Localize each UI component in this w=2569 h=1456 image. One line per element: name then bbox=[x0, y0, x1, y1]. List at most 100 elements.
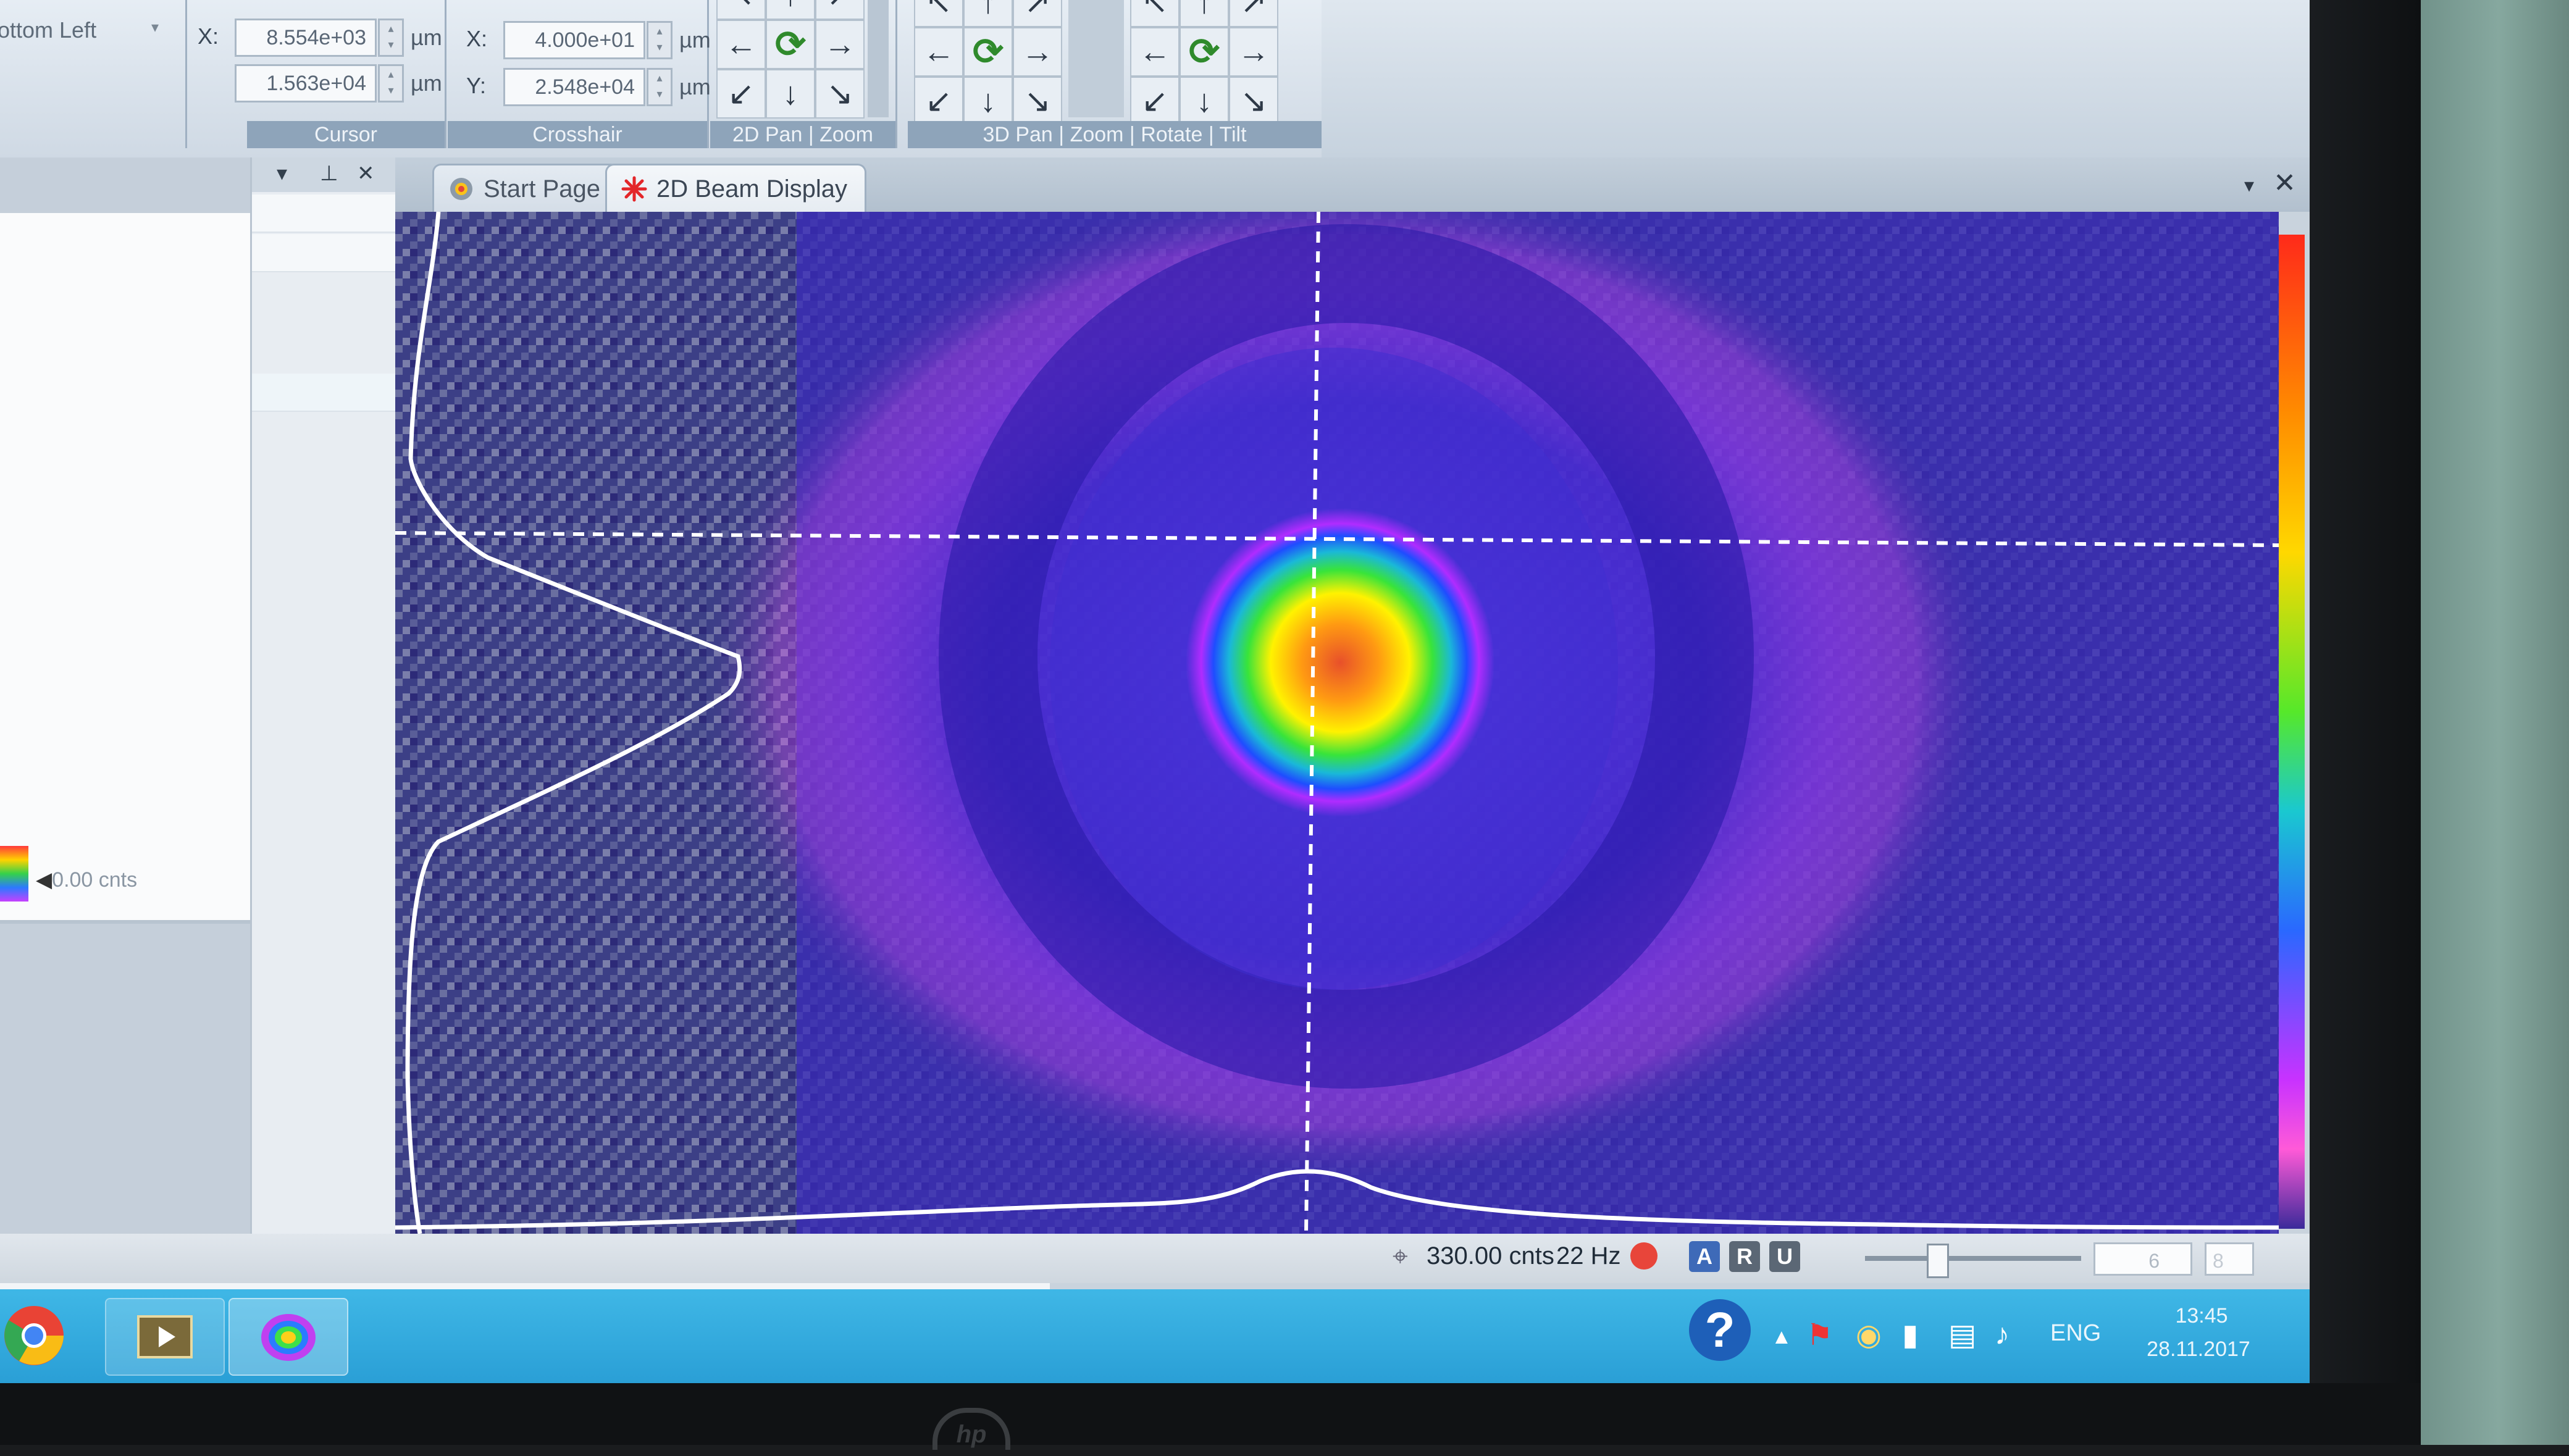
record-icon[interactable] bbox=[1630, 1242, 1657, 1270]
auto-button[interactable]: A bbox=[1689, 1241, 1720, 1272]
progress-strip bbox=[0, 1283, 1050, 1289]
zoom-3d-slider[interactable] bbox=[1068, 0, 1124, 117]
chrome-tray-icon[interactable]: ◉ bbox=[1856, 1319, 1882, 1352]
crosshair-group: X: 4.000e+01 ▴ ▾ µm Y: 2.548e+04 ▴ ▾ µm Cr… bbox=[448, 0, 711, 148]
pan-up-left-button[interactable]: ↖ bbox=[716, 0, 766, 20]
rotate-reset-button[interactable]: ⟳ bbox=[1180, 27, 1229, 77]
cursor-x-spinner[interactable]: ▴ ▾ bbox=[378, 19, 404, 57]
status-counts: 330.00 cnts bbox=[1427, 1242, 1554, 1270]
pan-down-left-button[interactable]: ↙ bbox=[716, 69, 766, 119]
pan3d-left-button[interactable]: ← bbox=[914, 27, 963, 77]
chevron-down-icon[interactable]: ▾ bbox=[151, 19, 159, 36]
document-tabbar: Start Page 2D Beam Display ▾ ✕ bbox=[395, 157, 2310, 212]
media-player-taskbar-button[interactable] bbox=[105, 1298, 225, 1376]
crosshair-x-unit: µm bbox=[679, 27, 711, 52]
crosshair-x-field[interactable]: 4.000e+01 bbox=[503, 21, 645, 59]
chrome-icon bbox=[4, 1306, 64, 1365]
action-center-flag-icon[interactable]: ⚑ bbox=[1806, 1319, 1834, 1352]
crosshair-y-row: Y: 2.548e+04 ▴ ▾ µm bbox=[466, 68, 711, 106]
cursor-x-unit: µm bbox=[411, 25, 442, 50]
u-button[interactable]: U bbox=[1769, 1241, 1800, 1272]
position-group: ottom Left ▾ bbox=[0, 0, 187, 148]
slider-value-field[interactable]: 6 bbox=[2093, 1242, 2192, 1276]
pan3d-up-left-button[interactable]: ↖ bbox=[914, 0, 963, 27]
chevron-down-icon[interactable]: ▾ bbox=[2244, 174, 2254, 196]
rotate-right-button[interactable]: → bbox=[1229, 27, 1278, 77]
status-bar: ⌖ 330.00 cnts 22 Hz A R U 6 8 bbox=[0, 1234, 2310, 1283]
pan3d-up-right-button[interactable]: ↗ bbox=[1013, 0, 1062, 27]
crosshair-x-row: X: 4.000e+01 ▴ ▾ µm bbox=[466, 21, 711, 59]
crosshair-vertical[interactable] bbox=[1304, 212, 1320, 1234]
cursor-x-field[interactable]: 8.554e+03 bbox=[235, 19, 377, 57]
rotate-left-button[interactable]: ← bbox=[1130, 27, 1180, 77]
chrome-taskbar-button[interactable] bbox=[0, 1298, 117, 1373]
pan-right-button[interactable]: → bbox=[815, 20, 865, 69]
r-button[interactable]: R bbox=[1729, 1241, 1760, 1272]
pan-down-right-button[interactable]: ↘ bbox=[815, 69, 865, 119]
list-item[interactable] bbox=[252, 374, 397, 412]
left-panel: 0.00 cnts ▾ ⊥ ✕ bbox=[0, 157, 397, 1244]
list-item[interactable] bbox=[252, 234, 397, 272]
subpanel-header: ▾ ⊥ ✕ bbox=[252, 157, 397, 192]
ribbon-empty-area bbox=[1322, 0, 2310, 157]
language-indicator[interactable]: ENG bbox=[2050, 1320, 2102, 1346]
pin-icon[interactable]: ⊥ bbox=[320, 162, 338, 185]
help-icon[interactable]: ? bbox=[1689, 1299, 1751, 1361]
beam-image bbox=[395, 212, 2279, 1234]
crosshair-x-spinner[interactable]: ▴ ▾ bbox=[647, 21, 673, 59]
cursor-y-spinner[interactable]: ▴ ▾ bbox=[378, 64, 404, 103]
tab-start-page[interactable]: Start Page bbox=[432, 164, 620, 212]
hp-logo: hp bbox=[932, 1408, 1010, 1450]
rotate-down-right-button[interactable]: ↘ bbox=[1229, 77, 1278, 126]
pan-up-right-button[interactable]: ↗ bbox=[815, 0, 865, 20]
pan3d-down-button[interactable]: ↓ bbox=[963, 77, 1013, 126]
pan-left-button[interactable]: ← bbox=[716, 20, 766, 69]
pan3d-up-button[interactable]: ↑ bbox=[963, 0, 1013, 27]
pan3d-reset-button[interactable]: ⟳ bbox=[963, 27, 1013, 77]
beam-profiler-taskbar-button[interactable] bbox=[228, 1298, 348, 1376]
reset-view-button[interactable]: ⟳ bbox=[766, 20, 815, 69]
pan3d-down-right-button[interactable]: ↘ bbox=[1013, 77, 1062, 126]
pan-up-button[interactable]: ↑ bbox=[766, 0, 815, 20]
slider-max-field[interactable]: 8 bbox=[2205, 1242, 2254, 1276]
cursor-group-label: Cursor bbox=[247, 121, 445, 148]
volume-icon[interactable]: ♪ bbox=[1995, 1318, 2010, 1351]
crosshair-horizontal[interactable] bbox=[395, 531, 2279, 547]
rotate-up-left-button[interactable]: ↖ bbox=[1130, 0, 1180, 27]
pan-2d-group: ↖ ↑ ↗ ← ⟳ → ↙ ↓ ↘ 2D Pan | Zoom bbox=[710, 0, 897, 148]
list-item[interactable] bbox=[252, 195, 397, 233]
crosshair-y-field[interactable]: 2.548e+04 bbox=[503, 68, 645, 106]
network-icon[interactable]: ▤ bbox=[1948, 1319, 1977, 1352]
beam-display[interactable] bbox=[395, 212, 2279, 1234]
rotate-up-right-button[interactable]: ↗ bbox=[1229, 0, 1278, 27]
clock-time[interactable]: 13:45 bbox=[2175, 1304, 2228, 1328]
close-icon[interactable]: ✕ bbox=[357, 162, 375, 185]
intensity-colorbar bbox=[2279, 235, 2305, 1229]
zoom-slider-thumb[interactable] bbox=[1927, 1244, 1949, 1278]
rotate-up-button[interactable]: ↑ bbox=[1180, 0, 1229, 27]
cursor-y-field[interactable]: 1.563e+04 bbox=[235, 64, 377, 103]
color-legend bbox=[0, 846, 28, 902]
crosshair-y-spinner[interactable]: ▴ ▾ bbox=[647, 68, 673, 106]
position-select[interactable]: ottom Left bbox=[0, 17, 97, 43]
tab-2d-beam-display[interactable]: 2D Beam Display bbox=[605, 164, 867, 212]
crosshair-group-label: Crosshair bbox=[448, 121, 707, 148]
zoom-2d-slider[interactable] bbox=[868, 0, 889, 117]
pan3d-down-left-button[interactable]: ↙ bbox=[914, 77, 963, 126]
pan3d-right-button[interactable]: → bbox=[1013, 27, 1062, 77]
rotate-down-button[interactable]: ↓ bbox=[1180, 77, 1229, 126]
pan-2d-arrows: ↖ ↑ ↗ ← ⟳ → ↙ ↓ ↘ bbox=[716, 0, 865, 119]
zoom-slider-track[interactable] bbox=[1865, 1256, 2081, 1261]
clock-date[interactable]: 28.11.2017 bbox=[2147, 1337, 2250, 1361]
chevron-down-icon[interactable]: ▾ bbox=[277, 162, 288, 185]
rotate-down-left-button[interactable]: ↙ bbox=[1130, 77, 1180, 126]
show-hidden-icons-button[interactable]: ▲ bbox=[1771, 1325, 1792, 1349]
side-subpanel: ▾ ⊥ ✕ bbox=[250, 157, 397, 1244]
crosshair-y-unit: µm bbox=[679, 74, 711, 99]
pan-down-button[interactable]: ↓ bbox=[766, 69, 815, 119]
cursor-y-unit: µm bbox=[411, 70, 442, 96]
pan-2d-label: 2D Pan | Zoom bbox=[710, 121, 895, 148]
monitor-bezel-right bbox=[2310, 0, 2421, 1445]
close-icon[interactable]: ✕ bbox=[2273, 168, 2296, 198]
battery-icon[interactable]: ▮ bbox=[1902, 1319, 1919, 1352]
